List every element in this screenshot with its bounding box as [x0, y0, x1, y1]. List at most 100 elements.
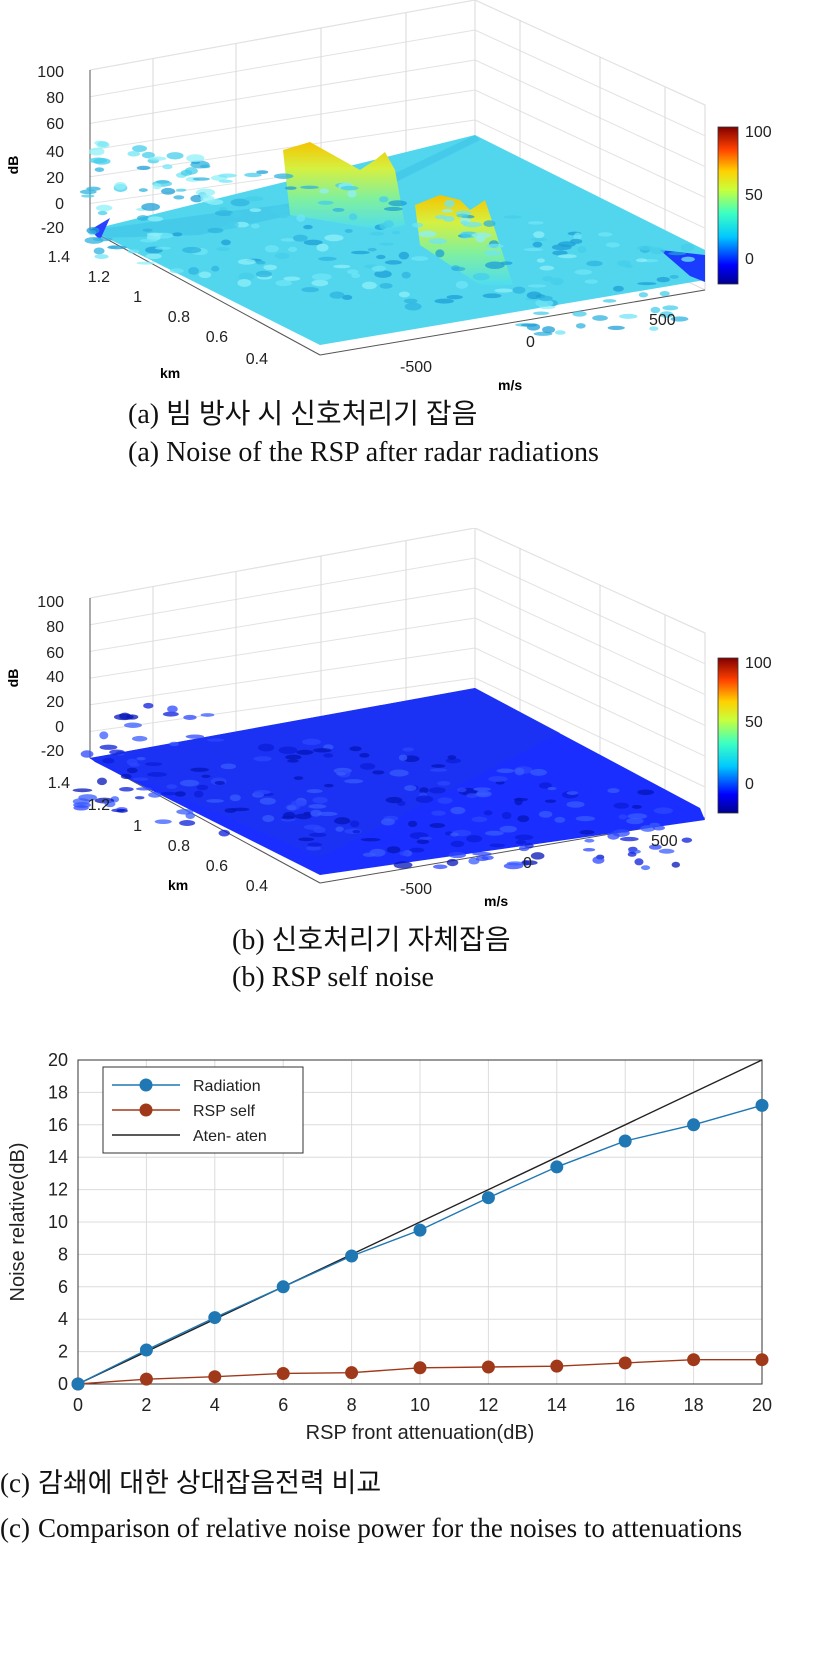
caption-c-english-text: Comparison of relative noise power for t… — [38, 1513, 743, 1543]
data-point — [618, 1356, 632, 1370]
x-tick: 0 — [526, 334, 535, 351]
y-tick: 0.4 — [246, 878, 268, 895]
legend: Radiation RSP self Aten- aten — [102, 1066, 304, 1154]
y-tick-label: 14 — [48, 1147, 68, 1167]
y-ticks-b: 1.4 1.2 1 0.8 0.6 0.4 — [48, 775, 268, 895]
x-tick-label: 20 — [752, 1395, 772, 1415]
surface-plot-a: 100 80 60 40 20 0 -20 dB 1.4 1.2 1 0.8 0… — [5, 0, 772, 393]
y-tick-label: 12 — [48, 1180, 68, 1200]
y-tick: 1.2 — [88, 797, 110, 814]
y-tick-label: 6 — [58, 1277, 68, 1297]
caption-b-korean: (b) 신호처리기 자체잡음 — [232, 925, 511, 956]
x-tick-label: 10 — [410, 1395, 430, 1415]
x-axis-label-b: m/s — [484, 893, 508, 908]
data-point — [687, 1118, 701, 1132]
data-point — [413, 1361, 427, 1375]
y-tick: 1.2 — [88, 269, 110, 286]
x-tick-label: 14 — [547, 1395, 567, 1415]
data-point — [755, 1353, 769, 1367]
data-point — [413, 1223, 427, 1237]
colorbar-tick: 50 — [745, 187, 763, 204]
x-tick-label: 18 — [684, 1395, 704, 1415]
z-tick: 20 — [46, 694, 64, 711]
z-tick: 0 — [55, 196, 64, 213]
data-point — [139, 1372, 153, 1386]
colorbar-ticks-a: 100 50 0 — [745, 124, 772, 268]
z-tick: -20 — [41, 743, 64, 760]
colorbar-a — [717, 126, 739, 285]
z-axis-label-a: dB — [5, 156, 21, 175]
y-ticks-a: 1.4 1.2 1 0.8 0.6 0.4 — [48, 249, 268, 368]
caption-a-english: (a) Noise of the RSP after radar radiati… — [128, 437, 599, 468]
x-ticks-b: -500 0 500 — [400, 833, 678, 898]
x-tick-label: 0 — [73, 1395, 83, 1415]
colorbar-tick: 100 — [745, 655, 772, 672]
z-tick: 60 — [46, 116, 64, 133]
y-tick-label: 18 — [48, 1082, 68, 1102]
data-point — [550, 1160, 564, 1174]
x-tick-label: 4 — [210, 1395, 220, 1415]
y-tick-label: 4 — [58, 1309, 68, 1329]
y-tick-label: 8 — [58, 1244, 68, 1264]
caption-a-korean: (a) 빔 방사 시 신호처리기 잡음 — [128, 399, 478, 430]
colorbar-tick: 0 — [745, 776, 754, 793]
z-tick: 80 — [46, 90, 64, 107]
y-axis-label-b: km — [168, 877, 188, 893]
data-point — [550, 1359, 564, 1373]
data-point — [208, 1370, 222, 1384]
x-tick-label: 8 — [347, 1395, 357, 1415]
colorbar-b — [717, 657, 739, 814]
x-axis-label-a: m/s — [498, 377, 522, 393]
legend-label: Radiation — [193, 1078, 261, 1095]
y-tick: 0.8 — [168, 309, 190, 326]
data-point — [71, 1377, 85, 1391]
y-tick-label: 2 — [58, 1342, 68, 1362]
y-tick: 1 — [133, 818, 142, 835]
legend-marker — [139, 1103, 153, 1117]
caption-b-english: (b) RSP self noise — [232, 962, 434, 993]
series-line-aten-aten — [77, 1059, 763, 1385]
y-tick: 0.6 — [206, 329, 228, 346]
data-point — [481, 1360, 495, 1374]
z-tick: 100 — [37, 594, 64, 611]
z-tick: 40 — [46, 669, 64, 686]
z-ticks-a: 100 80 60 40 20 0 -20 — [37, 64, 64, 237]
z-tick: 40 — [46, 144, 64, 161]
caption-c-korean-prefix: (c) — [0, 1468, 30, 1498]
caption-c-english: (c) Comparison of relative noise power f… — [0, 1510, 815, 1547]
x-tick-label: 2 — [141, 1395, 151, 1415]
y-tick: 0.8 — [168, 838, 190, 855]
x-axis-label: RSP front attenuation(dB) — [306, 1422, 535, 1444]
line-chart-series — [71, 1059, 769, 1391]
z-ticks-b: 100 80 60 40 20 0 -20 — [37, 594, 64, 760]
x-tick-label: 12 — [478, 1395, 498, 1415]
z-tick: 20 — [46, 170, 64, 187]
z-tick: -20 — [41, 220, 64, 237]
legend-label: Aten- aten — [193, 1128, 267, 1145]
surface-b — [72, 688, 705, 875]
data-point — [276, 1280, 290, 1294]
data-point — [481, 1191, 495, 1205]
z-tick: 0 — [55, 719, 64, 736]
y-tick: 0.6 — [206, 858, 228, 875]
caption-c-korean: (c) 감쇄에 대한 상대잡음전력 비교 — [0, 1465, 815, 1502]
data-point — [208, 1311, 222, 1325]
colorbar-tick: 0 — [745, 251, 754, 268]
x-tick-label: 16 — [615, 1395, 635, 1415]
y-tick: 0.4 — [246, 351, 268, 368]
y-tick: 1 — [133, 289, 142, 306]
y-tick-label: 16 — [48, 1115, 68, 1135]
data-point — [687, 1353, 701, 1367]
line-chart-ticks: 0 2 4 6 8 10 12 14 16 18 20 0 2 4 6 8 10 12 14 16 18 20 — [48, 1050, 772, 1415]
x-tick: -500 — [400, 359, 432, 376]
caption-c-english-prefix: (c) — [0, 1513, 30, 1543]
x-tick: 0 — [523, 855, 532, 872]
y-tick-label: 20 — [48, 1050, 68, 1070]
data-point — [345, 1249, 359, 1263]
legend-marker — [139, 1078, 153, 1092]
data-point — [276, 1366, 290, 1380]
x-tick-label: 6 — [278, 1395, 288, 1415]
x-tick: 500 — [651, 833, 678, 850]
x-tick: 500 — [649, 312, 676, 329]
surface-a — [79, 135, 705, 345]
